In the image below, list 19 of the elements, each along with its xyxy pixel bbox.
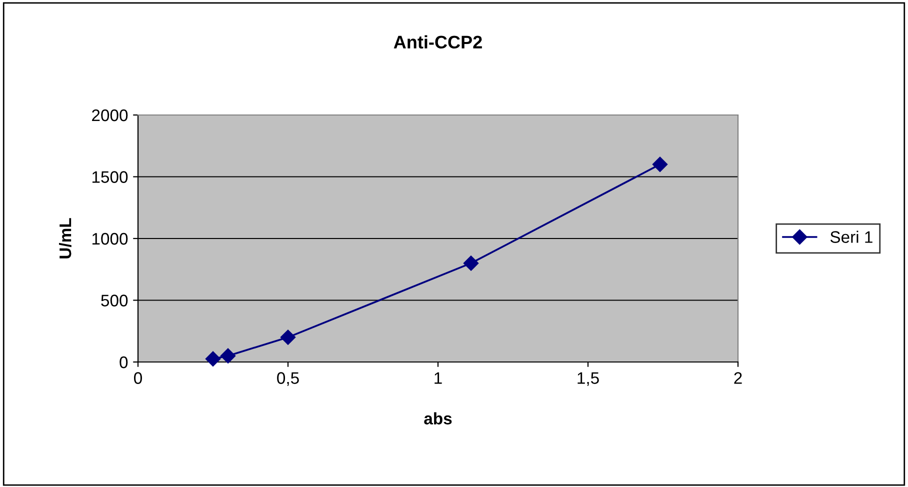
x-axis-title: abs bbox=[424, 412, 452, 424]
x-tick-label: 0 bbox=[134, 372, 142, 384]
legend-label: Seri 1 bbox=[830, 230, 872, 243]
y-tick-label: 0 bbox=[120, 356, 128, 368]
x-tick-label: 0,5 bbox=[277, 372, 299, 386]
x-tick-label: 1,5 bbox=[578, 372, 599, 386]
y-tick-label: 2000 bbox=[92, 109, 128, 122]
chart-title: Anti-CCP2 bbox=[394, 35, 482, 49]
point bbox=[463, 256, 479, 271]
point bbox=[205, 351, 221, 366]
y-tick-label: 500 bbox=[101, 294, 128, 306]
y-axis-title: U/mL bbox=[59, 218, 72, 258]
x-tick-label: 2 bbox=[734, 372, 742, 384]
point bbox=[280, 330, 296, 345]
x-tick-label: 1 bbox=[434, 372, 442, 384]
point bbox=[220, 348, 236, 364]
point bbox=[652, 156, 668, 172]
y-tick-label: 1500 bbox=[92, 171, 128, 183]
y-tick-label: 1000 bbox=[92, 232, 128, 245]
